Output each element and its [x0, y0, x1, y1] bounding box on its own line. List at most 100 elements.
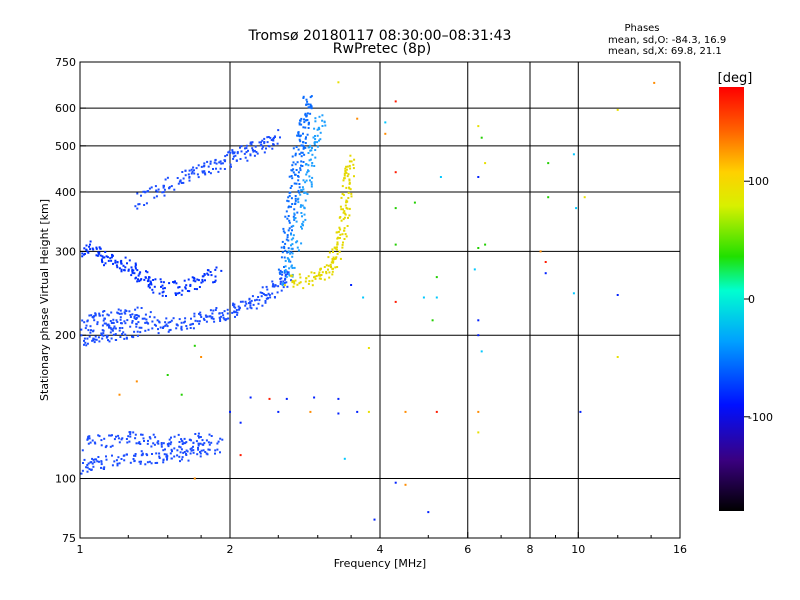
data-point — [341, 233, 344, 236]
data-point — [149, 280, 152, 283]
data-point — [152, 291, 155, 294]
data-point — [337, 81, 340, 84]
data-point — [291, 252, 294, 255]
data-point — [180, 293, 183, 296]
data-point — [163, 453, 166, 456]
data-point — [199, 455, 202, 458]
data-point — [180, 448, 183, 451]
data-point — [170, 457, 173, 460]
data-point — [293, 218, 296, 221]
data-point — [339, 205, 342, 208]
data-point — [298, 186, 301, 189]
data-point — [394, 207, 397, 210]
data-point — [331, 267, 334, 270]
data-point — [303, 191, 306, 194]
data-point — [173, 435, 176, 438]
data-point — [297, 249, 300, 252]
data-point — [255, 307, 258, 310]
data-point — [236, 151, 239, 154]
data-point — [348, 182, 351, 185]
data-point — [310, 185, 313, 188]
data-point — [155, 195, 158, 198]
data-point — [219, 320, 222, 322]
colorbar: [deg] 100 0 -100 — [718, 71, 773, 511]
data-point — [92, 465, 95, 468]
data-point — [288, 194, 291, 197]
data-point — [324, 124, 327, 127]
data-point — [120, 458, 123, 460]
data-point — [212, 317, 215, 320]
data-point — [200, 316, 203, 318]
data-point — [282, 286, 285, 289]
data-point — [83, 458, 86, 461]
data-point — [86, 464, 89, 466]
data-point — [195, 167, 198, 170]
data-point — [102, 332, 105, 335]
data-point — [184, 169, 187, 172]
data-point — [170, 448, 173, 451]
data-point — [422, 296, 425, 299]
data-point — [138, 203, 141, 206]
data-point — [196, 288, 198, 291]
data-point — [331, 273, 334, 276]
data-point — [250, 307, 253, 310]
data-point — [197, 279, 200, 282]
data-point — [176, 454, 179, 457]
data-point — [98, 460, 100, 463]
data-point — [286, 251, 289, 254]
data-point — [167, 330, 170, 333]
data-point — [295, 182, 298, 185]
data-point — [190, 449, 193, 452]
data-point — [232, 157, 235, 160]
data-point — [89, 240, 92, 243]
data-point — [297, 171, 300, 174]
data-point — [136, 306, 139, 309]
data-point — [310, 183, 313, 186]
data-point — [294, 163, 297, 166]
data-point — [249, 306, 252, 309]
data-point — [118, 267, 121, 270]
data-point — [169, 328, 172, 331]
data-point — [318, 139, 320, 142]
data-point — [333, 246, 336, 249]
data-point — [87, 329, 90, 332]
data-point — [147, 284, 150, 286]
data-point — [325, 270, 328, 273]
data-point — [134, 262, 137, 265]
data-point — [101, 324, 104, 327]
data-points — [80, 81, 656, 521]
data-point — [181, 289, 184, 292]
data-point — [312, 136, 315, 139]
data-point — [226, 308, 229, 311]
data-point — [175, 294, 177, 296]
data-point — [346, 165, 349, 168]
data-point — [180, 439, 183, 442]
data-point — [97, 336, 100, 339]
data-point — [200, 449, 203, 452]
data-point — [135, 316, 138, 319]
data-point — [249, 301, 251, 304]
data-point — [123, 459, 126, 462]
colorbar-ticks: 100 0 -100 — [744, 175, 773, 424]
data-point — [319, 277, 322, 280]
data-point — [296, 161, 299, 164]
data-point — [155, 324, 157, 327]
data-point — [176, 323, 178, 326]
data-point — [279, 136, 281, 139]
data-point — [238, 306, 241, 309]
data-point — [342, 218, 345, 221]
data-point — [435, 276, 438, 279]
data-point — [213, 161, 216, 164]
data-point — [299, 205, 302, 208]
data-point — [314, 149, 317, 151]
data-point — [144, 191, 147, 194]
data-point — [286, 273, 289, 276]
data-point — [151, 320, 154, 323]
data-point — [100, 466, 102, 469]
data-point — [310, 95, 313, 98]
data-point — [239, 421, 242, 424]
data-point — [135, 276, 137, 279]
data-point — [89, 248, 92, 251]
data-point — [345, 165, 348, 168]
data-point — [88, 468, 91, 471]
